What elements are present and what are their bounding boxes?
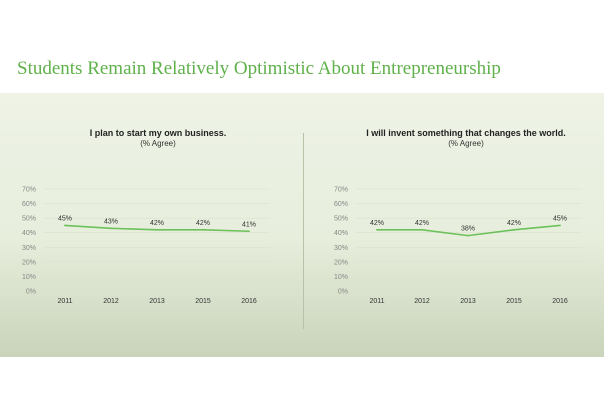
chart-2-x-tick-label: 2013 [460, 298, 476, 305]
chart-1-data-point [156, 228, 158, 231]
chart-1-x-tick-label: 2015 [195, 298, 211, 305]
chart-1-x-tick-label: 2013 [149, 298, 165, 305]
chart-1-y-tick-label: 30% [22, 245, 36, 252]
chart-2-data-point [421, 228, 423, 231]
panel-divider [303, 133, 304, 329]
chart-2-title: I will invent something that changes the… [366, 128, 566, 138]
chart-1-y-tick-label: 20% [22, 259, 36, 266]
chart-2-y-tick-label: 60% [334, 201, 348, 208]
chart-1-subtitle: (% Agree) [140, 139, 176, 148]
chart-2-x-tick-label: 2011 [369, 298, 384, 305]
chart-1-data-point [248, 230, 250, 233]
chart-1-data-point [110, 227, 112, 230]
chart-2-data-point [376, 228, 378, 231]
chart-2-x-tick-label: 2012 [414, 298, 430, 305]
chart-1-title: I plan to start my own business. [89, 128, 227, 138]
chart-2-data-point [559, 224, 561, 227]
chart-2-y-tick-label: 10% [334, 274, 348, 281]
chart-1-y-tick-label: 50% [22, 216, 36, 223]
chart-2-data-label: 42% [507, 220, 521, 227]
chart-1-y-tick-label: 10% [22, 274, 36, 281]
chart-1-data-label: 45% [58, 215, 72, 222]
chart-2-data-label: 45% [553, 215, 567, 222]
chart-2-x-tick-label: 2015 [506, 298, 522, 305]
chart-1-y-tick-label: 0% [26, 289, 36, 296]
chart-panel [0, 93, 604, 357]
chart-2-y-tick-label: 0% [338, 289, 348, 296]
chart-2-data-label: 42% [415, 220, 429, 227]
chart-2-data-label: 42% [370, 220, 384, 227]
chart-2-y-tick-label: 30% [334, 245, 348, 252]
chart-2-y-tick-label: 40% [334, 230, 348, 237]
chart-2-data-point [467, 234, 469, 237]
chart-1-data-point [64, 224, 66, 227]
chart-1-data-label: 42% [196, 220, 210, 227]
chart-1-data-label: 43% [104, 218, 118, 225]
chart-2-x-tick-label: 2016 [552, 298, 568, 305]
chart-1-data-label: 41% [242, 221, 256, 228]
chart-1-x-tick-label: 2011 [57, 298, 72, 305]
chart-2-y-tick-label: 20% [334, 259, 348, 266]
page-title: Students Remain Relatively Optimistic Ab… [17, 58, 501, 79]
chart-1-x-tick-label: 2016 [241, 298, 257, 305]
chart-1-data-label: 42% [150, 220, 164, 227]
chart-2-subtitle: (% Agree) [448, 139, 484, 148]
chart-1-y-tick-label: 70% [22, 187, 36, 194]
chart-1-x-tick-label: 2012 [103, 298, 119, 305]
chart-2-data-point [513, 228, 515, 231]
chart-2-y-tick-label: 70% [334, 187, 348, 194]
chart-2-y-tick-label: 50% [334, 216, 348, 223]
chart-1-data-point [202, 228, 204, 231]
chart-1-y-tick-label: 60% [22, 201, 36, 208]
chart-2-data-label: 38% [461, 226, 475, 233]
chart-1-y-tick-label: 40% [22, 230, 36, 237]
